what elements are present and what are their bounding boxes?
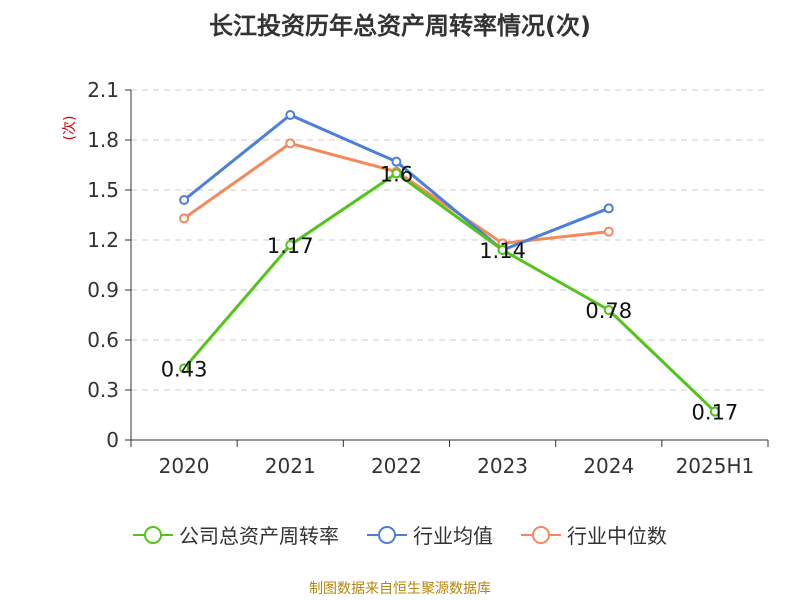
legend-label: 行业中位数 — [567, 524, 667, 548]
legend-item-industry-median[interactable]: 行业中位数 — [521, 520, 667, 549]
data-point — [603, 305, 614, 315]
data-point — [179, 363, 190, 374]
legend-item-company[interactable]: 公司总资产周转率 — [133, 520, 339, 549]
legend-line-icon — [521, 525, 561, 544]
y-tick-label: 2.1 — [87, 78, 119, 102]
y-tick-label: 0.3 — [87, 378, 119, 402]
data-label: 1.14 — [479, 239, 526, 263]
x-tick-label: 2022 — [371, 454, 422, 478]
legend-line-icon — [133, 525, 173, 544]
x-tick-label: 2024 — [583, 454, 634, 478]
y-tick-label: 1.2 — [87, 228, 119, 252]
series-line — [182, 171, 716, 413]
legend-item-industry-mean[interactable]: 行业均值 — [367, 520, 493, 549]
data-point — [709, 406, 720, 417]
x-tick-label: 2023 — [477, 454, 528, 478]
data-point — [285, 138, 296, 149]
data-label: 0.43 — [161, 357, 208, 381]
y-axis-label: (次) — [62, 116, 78, 141]
y-tick-label: 0 — [106, 428, 119, 452]
data-point — [603, 226, 614, 237]
x-tick-label: 2021 — [265, 454, 316, 478]
y-tick-label: 1.5 — [87, 178, 119, 202]
x-tick-label: 2025H1 — [676, 454, 755, 478]
data-label: 1.6 — [380, 162, 413, 186]
x-tick-label: 2020 — [159, 454, 210, 478]
chart-title: 长江投资历年总资产周转率情况(次) — [209, 12, 591, 40]
data-point — [285, 240, 296, 250]
legend-label: 行业均值 — [413, 524, 493, 548]
y-tick-label: 0.6 — [87, 328, 119, 352]
data-point — [285, 110, 296, 120]
data-point — [497, 245, 508, 255]
y-tick-label: 1.8 — [87, 128, 119, 152]
data-point — [391, 156, 402, 167]
data-label: 0.78 — [585, 299, 632, 323]
y-tick-label: 0.9 — [87, 278, 119, 302]
chart-legend: 公司总资产周转率 行业均值 行业中位数 — [0, 520, 800, 549]
legend-line-icon — [367, 525, 407, 544]
data-point — [179, 195, 190, 205]
data-point — [391, 168, 402, 179]
data-point — [603, 203, 614, 214]
data-label: 1.17 — [267, 234, 314, 258]
data-source-note: 制图数据来自恒生聚源数据库 — [309, 581, 491, 597]
legend-label: 公司总资产周转率 — [179, 524, 339, 548]
data-label: 0.17 — [692, 401, 739, 425]
data-point — [179, 213, 190, 224]
